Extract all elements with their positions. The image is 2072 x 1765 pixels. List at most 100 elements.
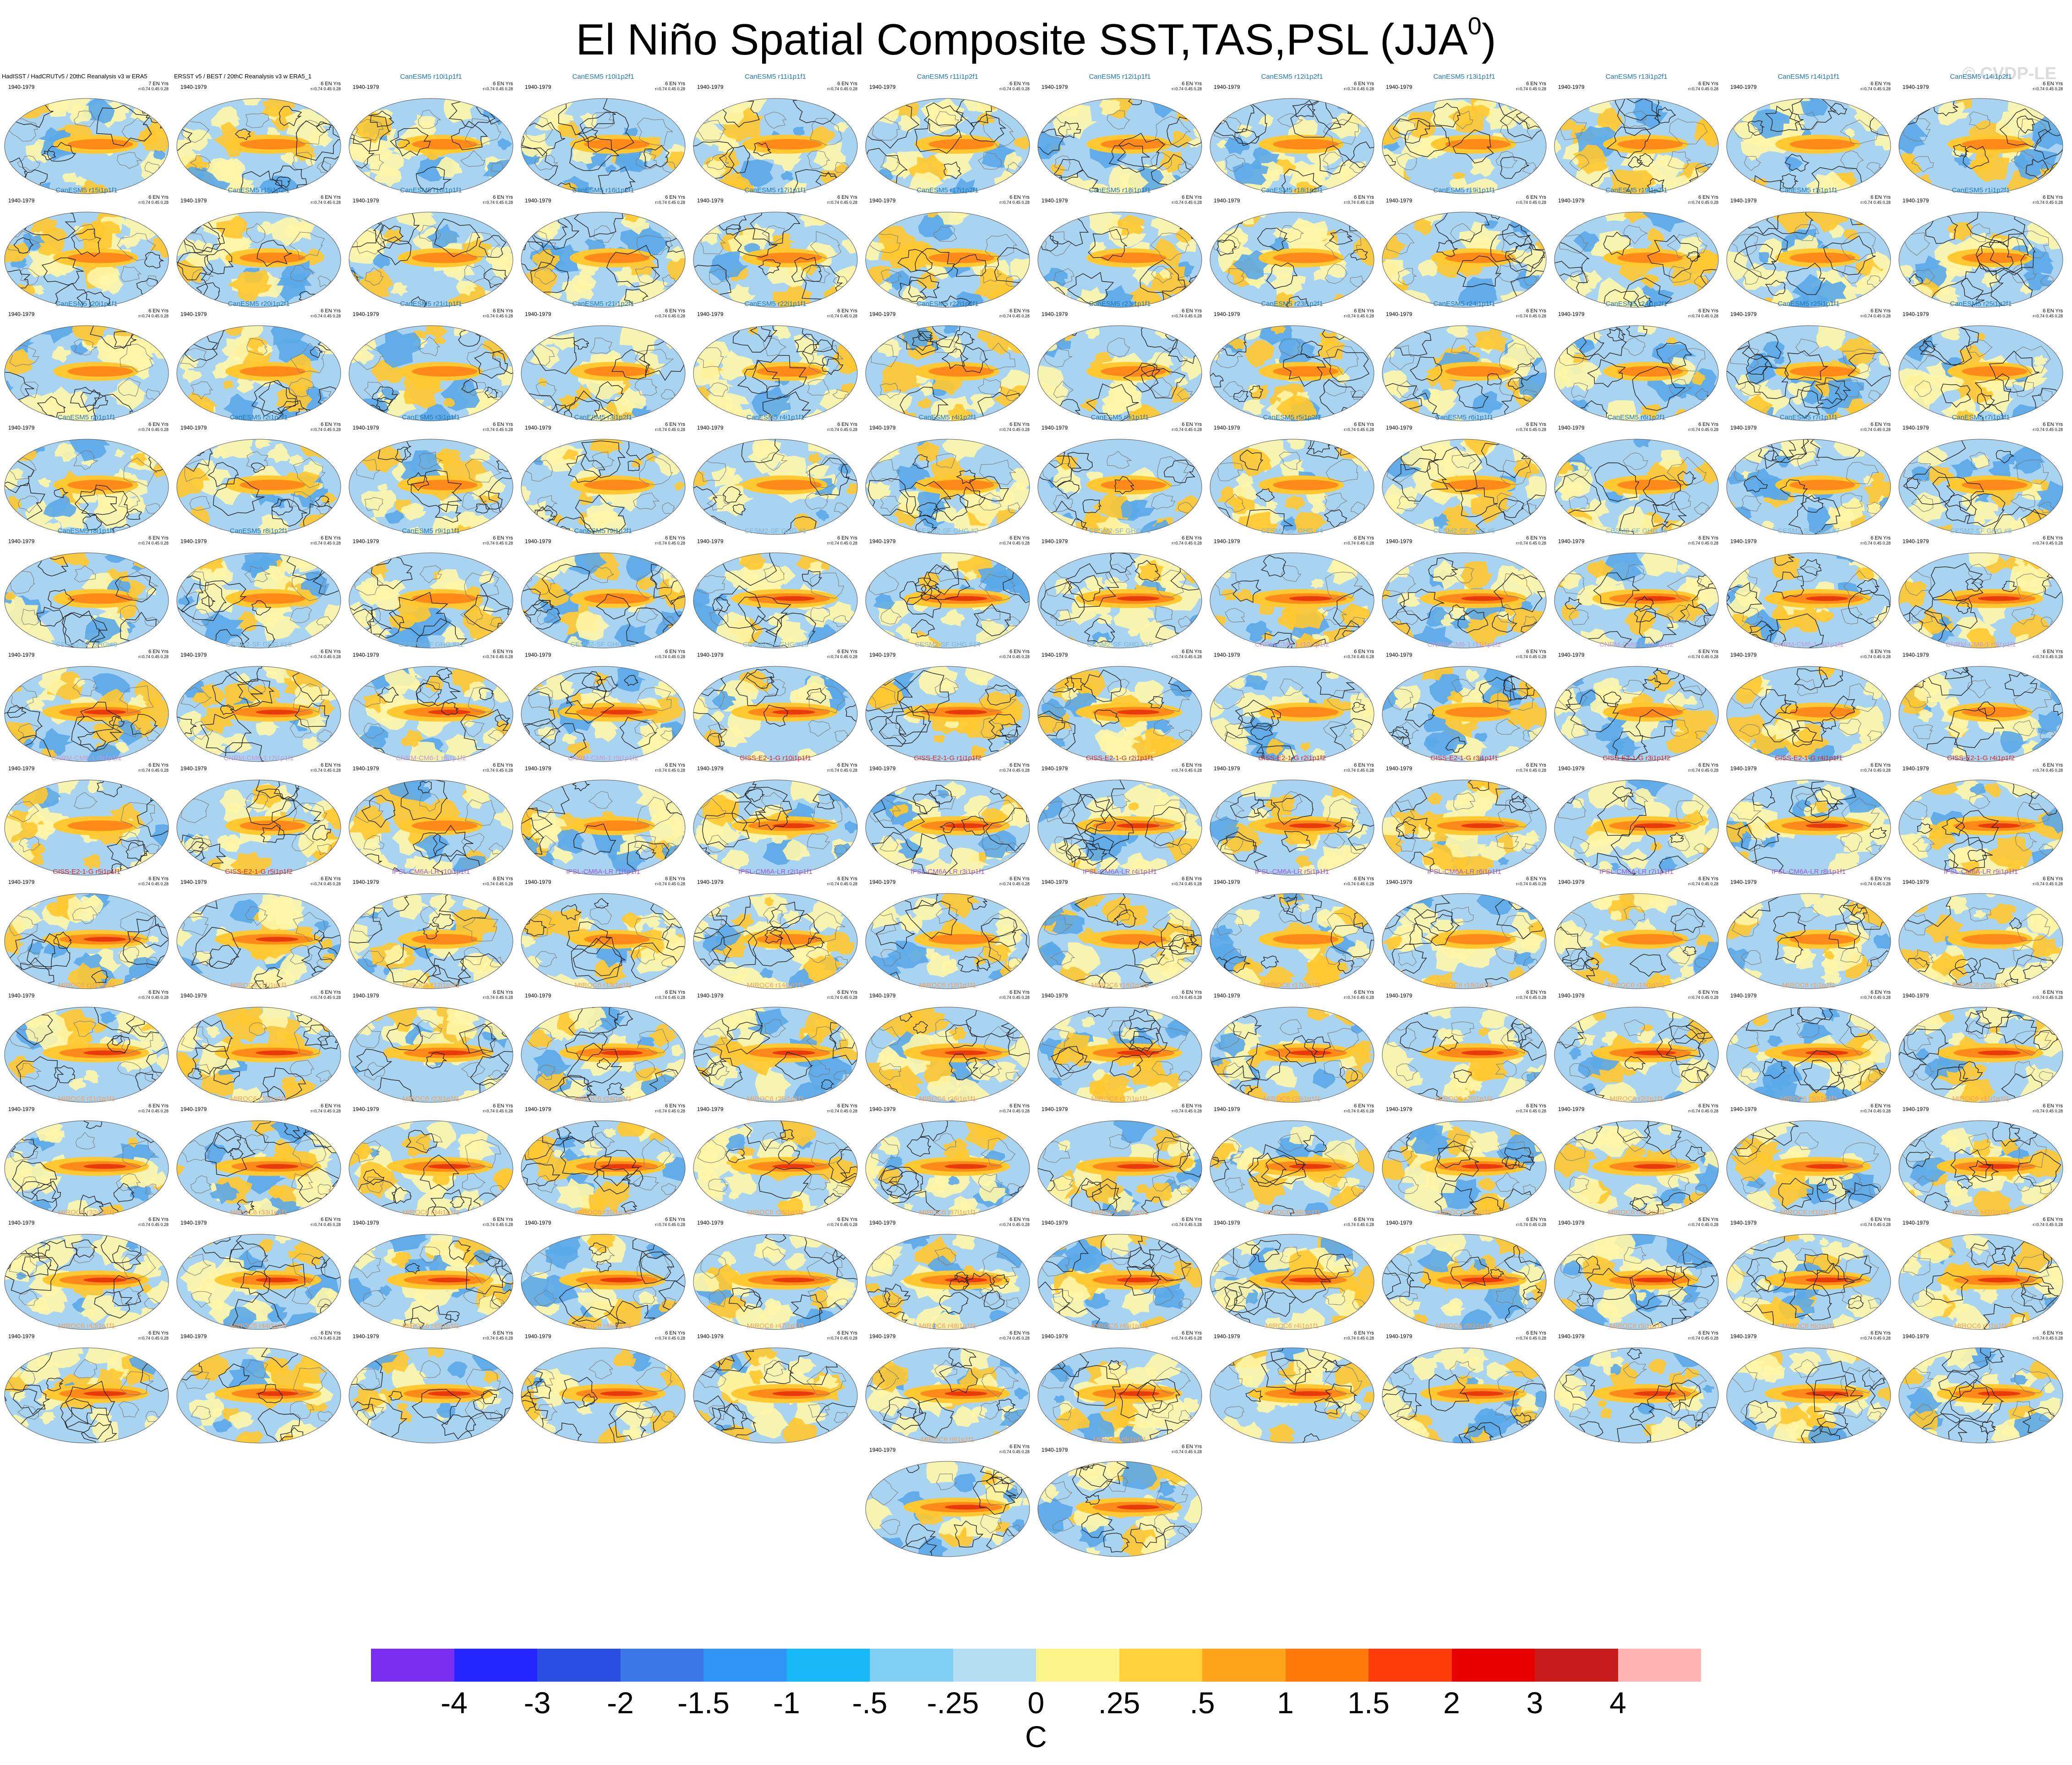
panel-years: 1940-1979 (1386, 879, 1412, 885)
panel-pattern-correlation: r=0.74 0.45 0.28 (1860, 995, 1891, 1000)
panel-pattern-correlation: r=0.74 0.45 0.28 (827, 995, 857, 1000)
panel-pattern-correlation: r=0.74 0.45 0.28 (1172, 882, 1202, 886)
composite-map (693, 1234, 858, 1330)
panel-years: 1940-1979 (8, 879, 35, 885)
panel-event-count: 6 EN Yrs (1009, 763, 1030, 768)
panel-years: 1940-1979 (1041, 1106, 1068, 1112)
composite-map (1210, 1347, 1374, 1444)
panel-title: CanESM5 r2i1p1f1 (57, 414, 116, 421)
composite-map (176, 325, 341, 421)
panel-pattern-correlation: r=0.74 0.45 0.28 (1688, 427, 1718, 432)
panel-title: CESM2-SF GHG #9 (55, 641, 118, 648)
map-panel: MIROC6 r16i1p1f1 1940-1979 6 EN Yrs r=0.74 … (1035, 980, 1205, 1111)
panel-event-count: 6 EN Yrs (1870, 1103, 1891, 1109)
map-panel: GISS-E2-1-G r4i1p1f2 1940-1979 6 EN Yrs r=0… (1896, 752, 2066, 884)
panel-years: 1940-1979 (1041, 538, 1068, 545)
composite-map (1382, 1347, 1547, 1444)
panel-event-count: 6 EN Yrs (148, 990, 169, 995)
panel-pattern-correlation: r=0.74 0.45 0.28 (655, 427, 685, 432)
panel-event-count: 6 EN Yrs (1182, 535, 1202, 541)
panel-years: 1940-1979 (8, 538, 35, 545)
panel-event-count: 6 EN Yrs (493, 195, 513, 200)
panel-years: 1940-1979 (1903, 879, 1929, 885)
panel-years: 1940-1979 (525, 197, 551, 204)
composite-map (521, 212, 686, 308)
panel-pattern-correlation: r=0.74 0.45 0.28 (655, 995, 685, 1000)
panel-years: 1940-1979 (1041, 765, 1068, 772)
panel-years: 1940-1979 (180, 425, 207, 431)
panel-event-count: 6 EN Yrs (493, 308, 513, 314)
panel-pattern-correlation: r=0.74 0.45 0.28 (483, 200, 513, 205)
panel-event-count: 6 EN Yrs (148, 1103, 169, 1109)
panel-title: CESM2-SF GHG #5 (1433, 527, 1495, 535)
map-panel: CNRM-CM6-1 r4i1p1f2 1940-1979 6 EN Yrs r=0.… (1724, 639, 1893, 771)
panel-years: 1940-1979 (697, 765, 724, 772)
panel-title: CanESM5 r18i1p1f1 (1089, 186, 1151, 194)
panel-pattern-correlation: r=0.74 0.45 0.28 (483, 654, 513, 659)
panel-years: 1940-1979 (180, 879, 207, 885)
composite-map (1037, 1007, 1202, 1103)
panel-event-count: 6 EN Yrs (1009, 876, 1030, 882)
panel-years: 1940-1979 (697, 425, 724, 431)
map-panel: MIROC6 r48i1p1f1 1940-1979 6 EN Yrs r=0.74 … (863, 1320, 1032, 1452)
panel-title: IPSL-CM6A-LR r8i1p1f1 (1772, 868, 1846, 876)
panel-pattern-correlation: r=0.74 0.45 0.28 (655, 541, 685, 545)
map-panel: CanESM5 r7i1p1f1 1940-1979 6 EN Yrs r=0.74 … (1724, 412, 1893, 544)
composite-map (349, 1234, 513, 1330)
panel-pattern-correlation: r=0.74 0.45 0.28 (1344, 200, 1374, 205)
map-panel: MIROC6 r41i1p1f1 1940-1979 6 EN Yrs r=0.74 … (1724, 1207, 1893, 1339)
composite-map (1726, 1007, 1891, 1103)
panel-pattern-correlation: r=0.74 0.45 0.28 (1688, 1109, 1718, 1113)
panel-years: 1940-1979 (1730, 992, 1757, 999)
composite-map (1210, 779, 1374, 876)
panel-event-count: 6 EN Yrs (837, 308, 857, 314)
panel-title: CNRM-CM6-1 r5i1p1f2 (1946, 641, 2016, 648)
panel-event-count: 6 EN Yrs (665, 1330, 685, 1336)
panel-title: MIROC6 r26i1p1f1 (919, 1095, 976, 1103)
panel-title: CanESM5 r10i1p2f1 (572, 73, 634, 81)
map-panel: MIROC6 r45i1p1f1 1940-1979 6 EN Yrs r=0.74 … (346, 1320, 516, 1452)
panel-years: 1940-1979 (1903, 538, 1929, 545)
panel-years: 1940-1979 (697, 538, 724, 545)
panel-years: 1940-1979 (1214, 538, 1240, 545)
panel-years: 1940-1979 (1558, 425, 1585, 431)
map-panel: MIROC6 r17i1p1f1 1940-1979 6 EN Yrs r=0.74 … (1207, 980, 1377, 1111)
map-panel: IPSL-CM6A-LR r3i1p1f1 1940-1979 6 EN Yrs r=… (863, 866, 1032, 998)
panel-years: 1940-1979 (180, 197, 207, 204)
map-panel: MIROC6 r5i1p1f1 1940-1979 6 EN Yrs r=0.74 0… (1552, 1320, 1721, 1452)
panel-event-count: 6 EN Yrs (1354, 876, 1374, 882)
panel-title: MIROC6 r33i1p1f1 (230, 1209, 288, 1216)
composite-map (1726, 1234, 1891, 1330)
panel-pattern-correlation: r=0.74 0.45 0.28 (311, 541, 341, 545)
panel-title: CanESM5 r6i1p1f1 (1435, 414, 1494, 421)
panel-title: IPSL-CM6A-LR r1i1p1f1 (566, 868, 640, 876)
colorbar-cell-4 (703, 1649, 787, 1682)
map-panel: MIROC6 r19i1p1f1 1940-1979 6 EN Yrs r=0.74 … (1552, 980, 1721, 1111)
panel-pattern-correlation: r=0.74 0.45 0.28 (1172, 200, 1202, 205)
panel-event-count: 6 EN Yrs (493, 649, 513, 654)
composite-map (1726, 1120, 1891, 1216)
panel-event-count: 6 EN Yrs (2043, 1330, 2063, 1336)
panel-event-count: 6 EN Yrs (321, 1103, 341, 1109)
panel-event-count: 6 EN Yrs (321, 1330, 341, 1336)
panel-title: CanESM5 r10i1p1f1 (400, 73, 462, 81)
map-panel: MIROC6 r29i1p1f1 1940-1979 6 EN Yrs r=0.74 … (1380, 1093, 1549, 1225)
map-panel: CanESM5 r25i1p1f1 1940-1979 6 EN Yrs r=0.74… (1724, 298, 1893, 430)
panel-years: 1940-1979 (1730, 538, 1757, 545)
panel-event-count: 6 EN Yrs (2043, 763, 2063, 768)
panel-event-count: 6 EN Yrs (148, 195, 169, 200)
panel-years: 1940-1979 (1558, 992, 1585, 999)
map-panel: GISS-E2-1-G r1i1p1f2 1940-1979 6 EN Yrs r=0… (863, 752, 1032, 884)
composite-map (4, 666, 169, 762)
panel-event-count: 6 EN Yrs (321, 649, 341, 654)
composite-map (693, 98, 858, 194)
panel-years: 1940-1979 (8, 311, 35, 317)
panel-pattern-correlation: r=0.74 0.45 0.28 (827, 314, 857, 318)
map-panel: MIROC6 r13i1p1f1 1940-1979 6 EN Yrs r=0.74 … (518, 980, 688, 1111)
panel-years: 1940-1979 (1730, 879, 1757, 885)
composite-map (176, 439, 341, 535)
panel-title: MIROC6 r47i1p1f1 (747, 1322, 804, 1330)
panel-years: 1940-1979 (1386, 652, 1412, 658)
panel-event-count: 6 EN Yrs (321, 535, 341, 541)
panel-years: 1940-1979 (353, 992, 379, 999)
